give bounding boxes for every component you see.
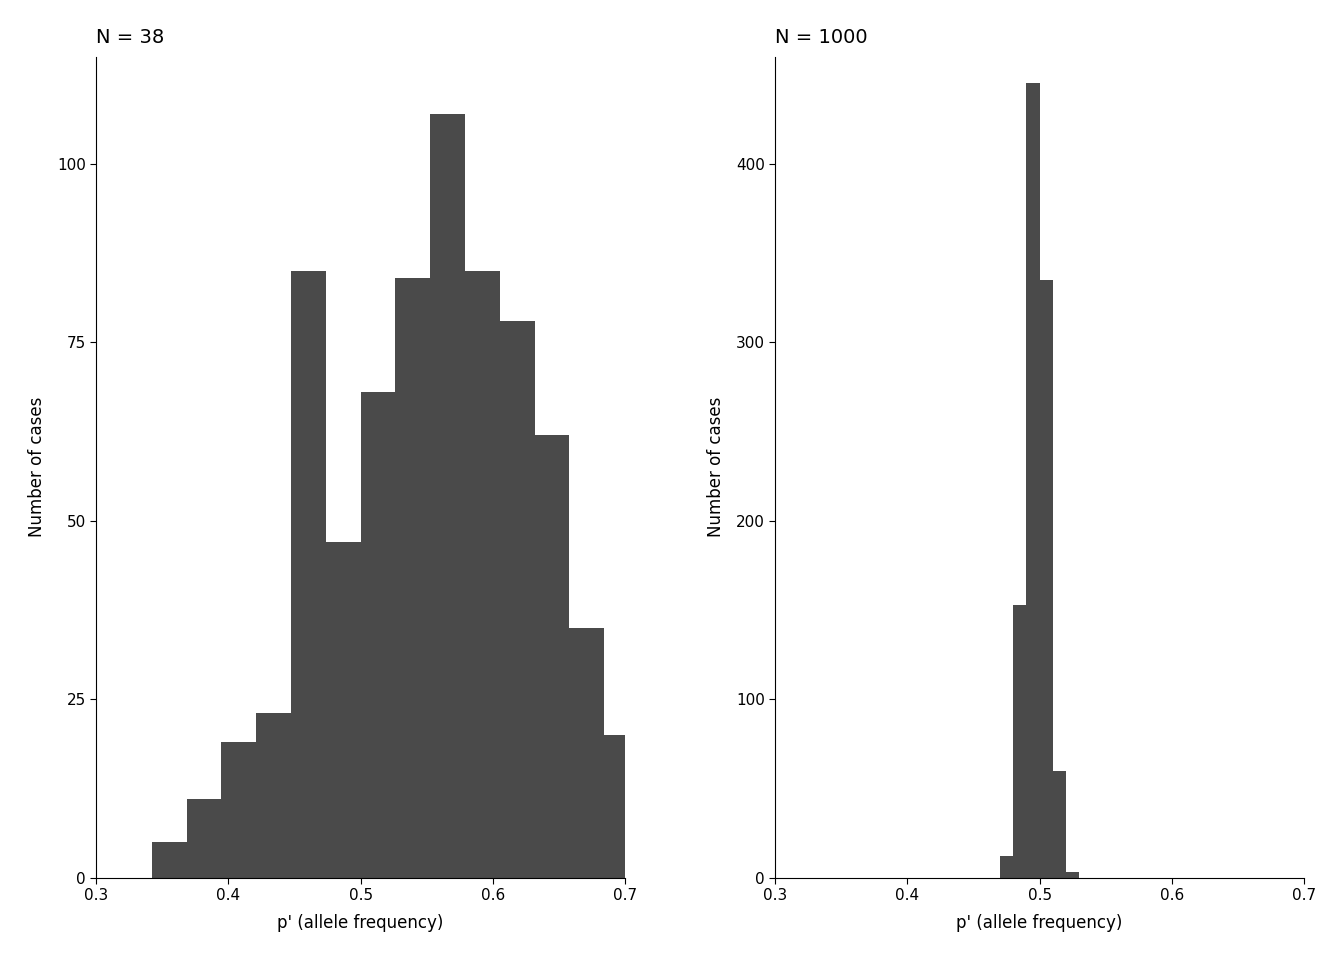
X-axis label: p' (allele frequency): p' (allele frequency) xyxy=(277,914,444,932)
Bar xyxy=(1000,856,1013,877)
Bar xyxy=(570,628,605,877)
Bar xyxy=(292,271,325,877)
Bar xyxy=(222,742,257,877)
Bar xyxy=(1013,605,1027,877)
Bar xyxy=(152,842,187,877)
Bar xyxy=(1066,873,1079,877)
Bar xyxy=(395,278,430,877)
Bar xyxy=(1040,279,1052,877)
Bar xyxy=(708,842,743,877)
Bar xyxy=(673,842,708,877)
Bar xyxy=(605,735,640,877)
Bar xyxy=(1027,84,1040,877)
Bar xyxy=(360,393,395,877)
Bar xyxy=(535,435,570,877)
X-axis label: p' (allele frequency): p' (allele frequency) xyxy=(957,914,1122,932)
Bar xyxy=(640,778,673,877)
Bar xyxy=(465,271,500,877)
Y-axis label: Number of cases: Number of cases xyxy=(28,397,46,538)
Bar xyxy=(430,114,465,877)
Bar xyxy=(1052,771,1066,877)
Bar xyxy=(325,542,360,877)
Bar xyxy=(257,713,292,877)
Bar xyxy=(500,321,535,877)
Y-axis label: Number of cases: Number of cases xyxy=(707,397,724,538)
Bar xyxy=(187,799,222,877)
Text: N = 38: N = 38 xyxy=(97,28,164,47)
Text: N = 1000: N = 1000 xyxy=(775,28,868,47)
